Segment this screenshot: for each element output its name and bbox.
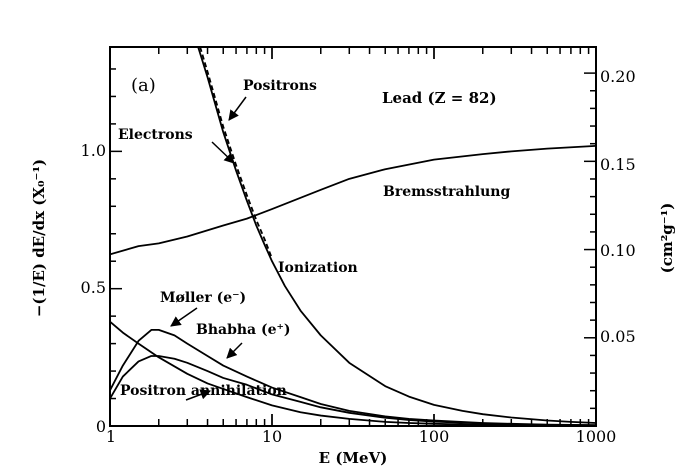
chart-title: Lead (Z = 82) xyxy=(382,89,497,107)
plot-frame xyxy=(109,46,597,427)
label-positrons: Positrons xyxy=(243,78,317,94)
series-line-positrons xyxy=(199,46,273,259)
y-tick-label-0.5: 0.5 xyxy=(81,278,106,297)
left-axis-title: −(1/E) dE/dx (X₀⁻¹) xyxy=(30,159,48,317)
arrow-positrons xyxy=(228,96,247,121)
x-tick-label-1: 1 xyxy=(106,427,116,446)
arrow-positron-annihilation xyxy=(185,389,211,401)
label-bremsstrahlung: Bremsstrahlung xyxy=(383,184,510,200)
y-tick-label-1.0: 1.0 xyxy=(81,141,106,160)
series-line-bremsstrahlung xyxy=(109,144,597,256)
label-bhabha: Bhabha (e⁺) xyxy=(196,322,291,338)
label-moller: Møller (e⁻) xyxy=(160,290,246,306)
label-electrons: Electrons xyxy=(118,127,193,143)
right-tick-label-0.05: 0.05 xyxy=(600,327,636,346)
x-tick-label-100: 100 xyxy=(419,427,450,446)
curves xyxy=(109,46,597,427)
y-tick-label-0: 0 xyxy=(96,417,106,436)
x-tick-label-10: 10 xyxy=(262,427,282,446)
arrow-bhabha xyxy=(226,342,243,359)
panel-label: (a) xyxy=(131,75,156,96)
right-axis-title: (cm²g⁻¹) xyxy=(658,203,676,274)
right-tick-label-0.20: 0.20 xyxy=(600,67,636,86)
right-tick-label-0.15: 0.15 xyxy=(600,155,636,174)
label-positron-annihilation: Positron annihilation xyxy=(120,383,287,399)
label-ionization: Ionization xyxy=(278,260,358,276)
series-line-bhabha-e xyxy=(109,355,597,427)
right-tick-label-0.10: 0.10 xyxy=(600,241,636,260)
x-tick-label-1000: 1000 xyxy=(576,427,617,446)
arrow-electrons xyxy=(211,141,235,164)
arrow-moller xyxy=(170,307,198,327)
axis-ticks xyxy=(109,47,597,427)
series-line-m-ller-e xyxy=(109,328,597,427)
series-line-positron-annihilation xyxy=(109,320,597,427)
x-axis-title: E (MeV) xyxy=(319,449,388,467)
series-line-ionization-electrons xyxy=(197,46,597,424)
